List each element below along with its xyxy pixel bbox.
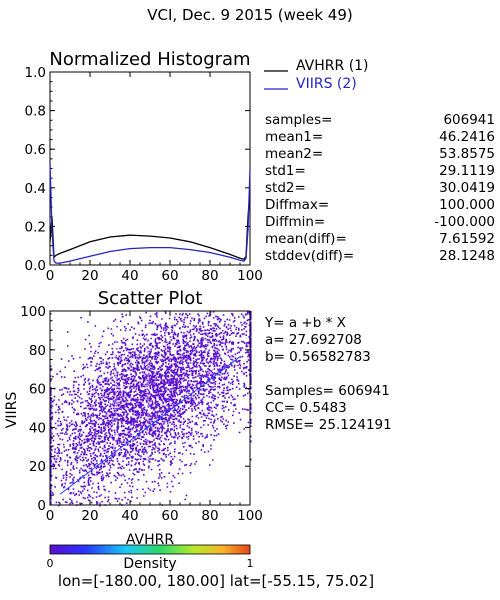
stat-row: Diffmin= -100.000 [265,214,495,231]
regression-a: a= 27.692708 [265,332,362,348]
colorbar-min-label: 0 [47,557,54,570]
scatter-title: Scatter Plot [98,288,203,309]
stat-value: 53.8575 [439,146,495,162]
regression-rmse: RMSE= 25.124191 [265,417,392,433]
stat-value: 29.1119 [439,163,495,179]
histogram-ytick-label: 0.8 [25,104,46,120]
histogram-legend: AVHRR (1) VIIRS (2) [264,58,369,92]
stat-row: mean1= 46.2416 [265,129,495,146]
scatter-ytick-label: 0 [37,498,46,514]
colorbar-label: Density [123,556,176,572]
stat-row: samples= 606941 [265,112,495,129]
histogram-xtick-label: 0 [46,268,55,284]
scatter-xtick-label: 80 [201,508,218,524]
histogram-ytick-label: 1.0 [25,65,46,81]
legend-label-viirs: VIIRS (2) [296,76,357,92]
scatter-xtick-label: 100 [237,508,263,524]
scatter-points [50,311,252,507]
scatter-ytick-label: 60 [29,382,46,398]
stat-value: 606941 [443,112,495,128]
scatter-xlabel: AVHRR [126,532,175,548]
histogram-xtick-label: 40 [121,268,138,284]
stat-row: std1= 29.1119 [265,163,495,180]
scatter-ylabel: VIIRS [4,392,20,429]
regression-cc: CC= 0.5483 [265,400,347,416]
page-title: VCI, Dec. 9 2015 (week 49) [147,6,353,24]
legend-label-avhrr: AVHRR (1) [296,58,369,74]
stat-value: 30.0419 [439,180,495,196]
stat-key: mean(diff)= [265,231,347,247]
scatter-fit-line [59,356,241,495]
scatter-ytick-label: 20 [29,459,46,475]
histogram-xtick-label: 60 [161,268,178,284]
stat-key: std2= [265,180,306,196]
stat-value: 28.1248 [439,248,495,264]
stat-row: mean(diff)= 7.61592 [265,231,495,248]
scatter-ytick-label: 100 [20,304,46,320]
stat-key: std1= [265,163,306,179]
histogram-series-line [49,162,251,264]
histogram-ytick-label: 0.2 [25,219,46,235]
histogram-ytick-label: 0.0 [25,258,46,274]
regression-equation: Y= a +b * X [265,315,346,331]
histogram-lines [49,162,251,264]
regression-b: b= 0.56582783 [265,349,371,365]
histogram-xtick-label: 80 [201,268,218,284]
histogram-title: Normalized Histogram [49,49,250,70]
stat-key: stddev(diff)= [265,248,355,264]
histogram-xtick-label: 100 [237,268,263,284]
stat-value: -100.000 [434,214,495,230]
stat-row: mean2= 53.8575 [265,146,495,163]
histogram-ytick-label: 0.6 [25,142,46,158]
histogram-ytick-label: 0.4 [25,181,46,197]
scatter-xtick-label: 20 [81,508,98,524]
scatter-point-cloud [50,311,252,507]
stat-value: 46.2416 [439,129,495,145]
histogram-series-line [49,191,251,260]
scatter-axes: 0 20 40 60 80 100 0 20 40 60 80 100 [20,304,263,524]
scatter-ytick-label: 40 [29,420,46,436]
scatter-frame [49,310,251,506]
regression-samples: Samples= 606941 [265,383,390,399]
scatter-xtick-label: 40 [121,508,138,524]
stat-row: Diffmax= 100.000 [265,197,495,214]
scatter-xtick-label: 60 [161,508,178,524]
stat-value: 7.61592 [439,231,495,247]
stat-value: 100.000 [439,197,495,213]
stats-block: samples= 606941 mean1= 46.2416 mean2= 53… [265,112,495,272]
colorbar [49,544,251,555]
stat-row: stddev(diff)= 28.1248 [265,248,495,265]
histogram-axes: 0 20 40 60 80 100 0.0 0.2 0.4 0.6 0.8 1.0 [25,65,263,284]
colorbar-max-label: 1 [247,557,254,570]
stat-key: Diffmin= [265,214,326,230]
stat-key: mean2= [265,146,324,162]
footer-range: lon=[-180.00, 180.00] lat=[-55.15, 75.02… [58,572,374,590]
stat-key: samples= [265,112,333,128]
scatter-ytick-label: 80 [29,343,46,359]
stat-row: std2= 30.0419 [265,180,495,197]
stat-key: mean1= [265,129,324,145]
stat-key: Diffmax= [265,197,330,213]
scatter-xtick-label: 0 [46,508,55,524]
histogram-xtick-label: 20 [81,268,98,284]
